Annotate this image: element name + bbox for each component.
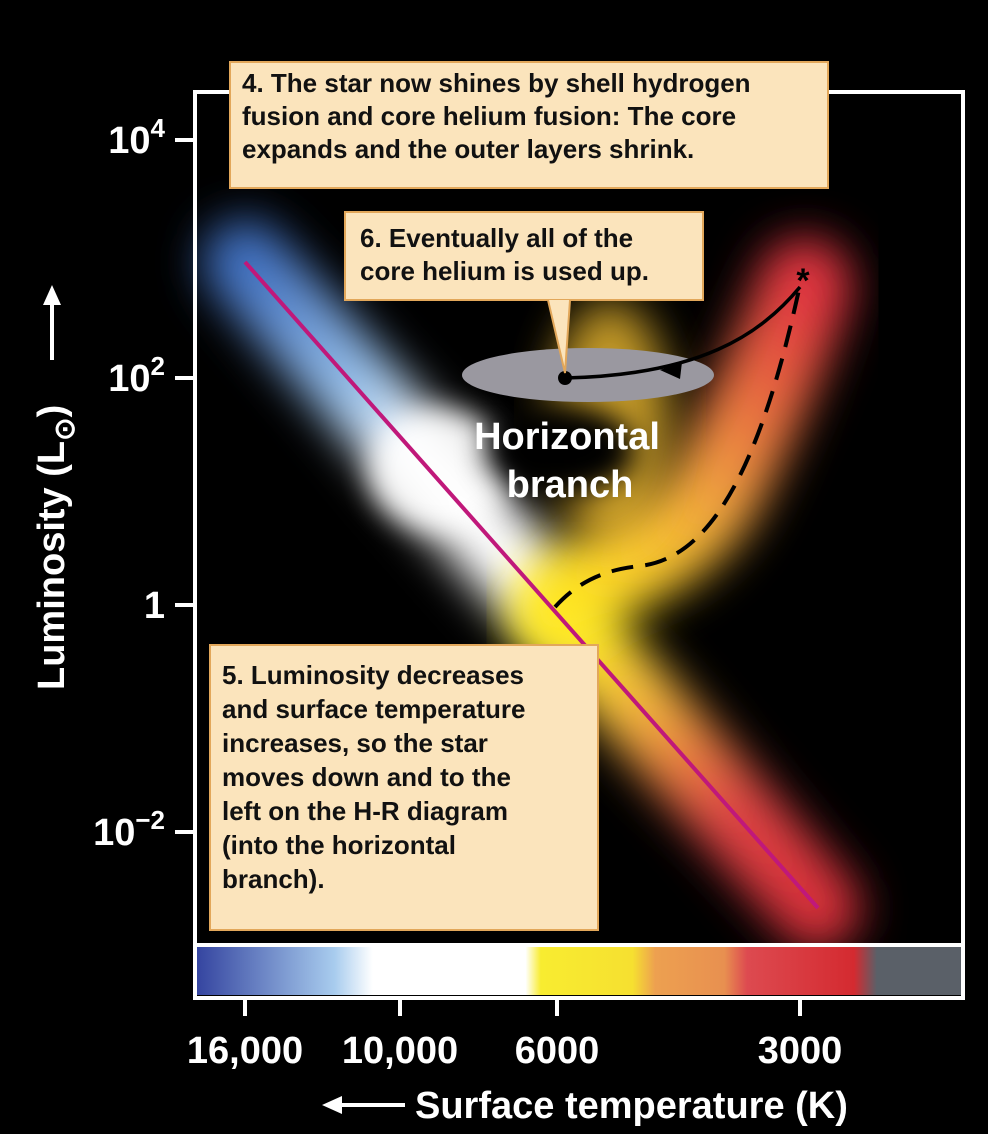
annotation-line: branch).	[222, 864, 325, 894]
annotation-line: 5. Luminosity decreases	[222, 660, 524, 690]
track-arrow	[660, 362, 682, 379]
tick-exponent: −2	[135, 805, 165, 835]
tick-base: 10	[108, 358, 150, 400]
label-halo	[485, 405, 635, 495]
y-label: Luminosity (L	[31, 441, 73, 690]
annotations: 4. The star now shines by shell hydrogen…	[222, 68, 751, 894]
annotation-line: 6. Eventually all of the	[360, 223, 633, 253]
giant-branch-glow	[512, 237, 853, 658]
y-axis-title-text: Luminosity (L⊙)	[31, 405, 80, 690]
y-tick-label: 104	[108, 113, 165, 162]
y-axis-title: Luminosity (L⊙)	[31, 285, 80, 690]
annotation-box	[344, 211, 704, 301]
tick-base: 10	[93, 812, 135, 854]
star-marker: *	[796, 262, 810, 300]
tick-base: 10	[108, 120, 150, 162]
tick-exponent: 2	[151, 351, 165, 381]
y-tick-label: 102	[108, 351, 165, 400]
evolution-track	[564, 285, 802, 380]
annotation-line: expands and the outer layers shrink.	[242, 134, 694, 164]
annotation-line: 4. The star now shines by shell hydrogen	[242, 68, 751, 98]
y-label-sub: ⊙	[49, 417, 80, 440]
y-tick-label: 1	[144, 585, 165, 627]
annotation-line: and surface temperature	[222, 694, 525, 724]
annotation-line: (into the horizontal	[222, 830, 456, 860]
y-arrow-head	[43, 285, 61, 305]
annotation-line: fusion and core helium fusion: The core	[242, 101, 736, 131]
annotation-line: core helium is used up.	[360, 256, 649, 286]
annotation-line: left on the H-R diagram	[222, 796, 508, 826]
y-tick-label: 10−2	[93, 805, 165, 854]
x-ticks: 16,000 10,000 6000 3000	[187, 998, 842, 1072]
x-arrow-head	[322, 1096, 342, 1114]
x-tick-label: 6000	[515, 1030, 600, 1072]
region-label-line: Horizontal	[474, 416, 660, 458]
tick-base: 1	[144, 585, 165, 627]
color-bar	[197, 947, 961, 995]
end-point	[558, 371, 572, 385]
x-tick-label: 10,000	[342, 1030, 458, 1072]
tick-exponent: 4	[151, 113, 166, 143]
annotation-line: moves down and to the	[222, 762, 511, 792]
evolution-track-dashed	[553, 284, 802, 609]
y-label-end: )	[31, 405, 73, 418]
region-label: Horizontal branch	[474, 416, 660, 506]
annotation-line: increases, so the star	[222, 728, 488, 758]
annotation-box	[229, 61, 829, 189]
x-tick-label: 3000	[758, 1030, 843, 1072]
callout-pointer	[547, 299, 571, 374]
region-label-line: branch	[507, 464, 634, 506]
horizontal-branch-region	[462, 348, 714, 402]
x-tick-label: 16,000	[187, 1030, 303, 1072]
main-sequence-line	[243, 260, 820, 910]
x-axis-title: Surface temperature (K)	[415, 1085, 848, 1127]
annotation-box	[209, 644, 599, 931]
